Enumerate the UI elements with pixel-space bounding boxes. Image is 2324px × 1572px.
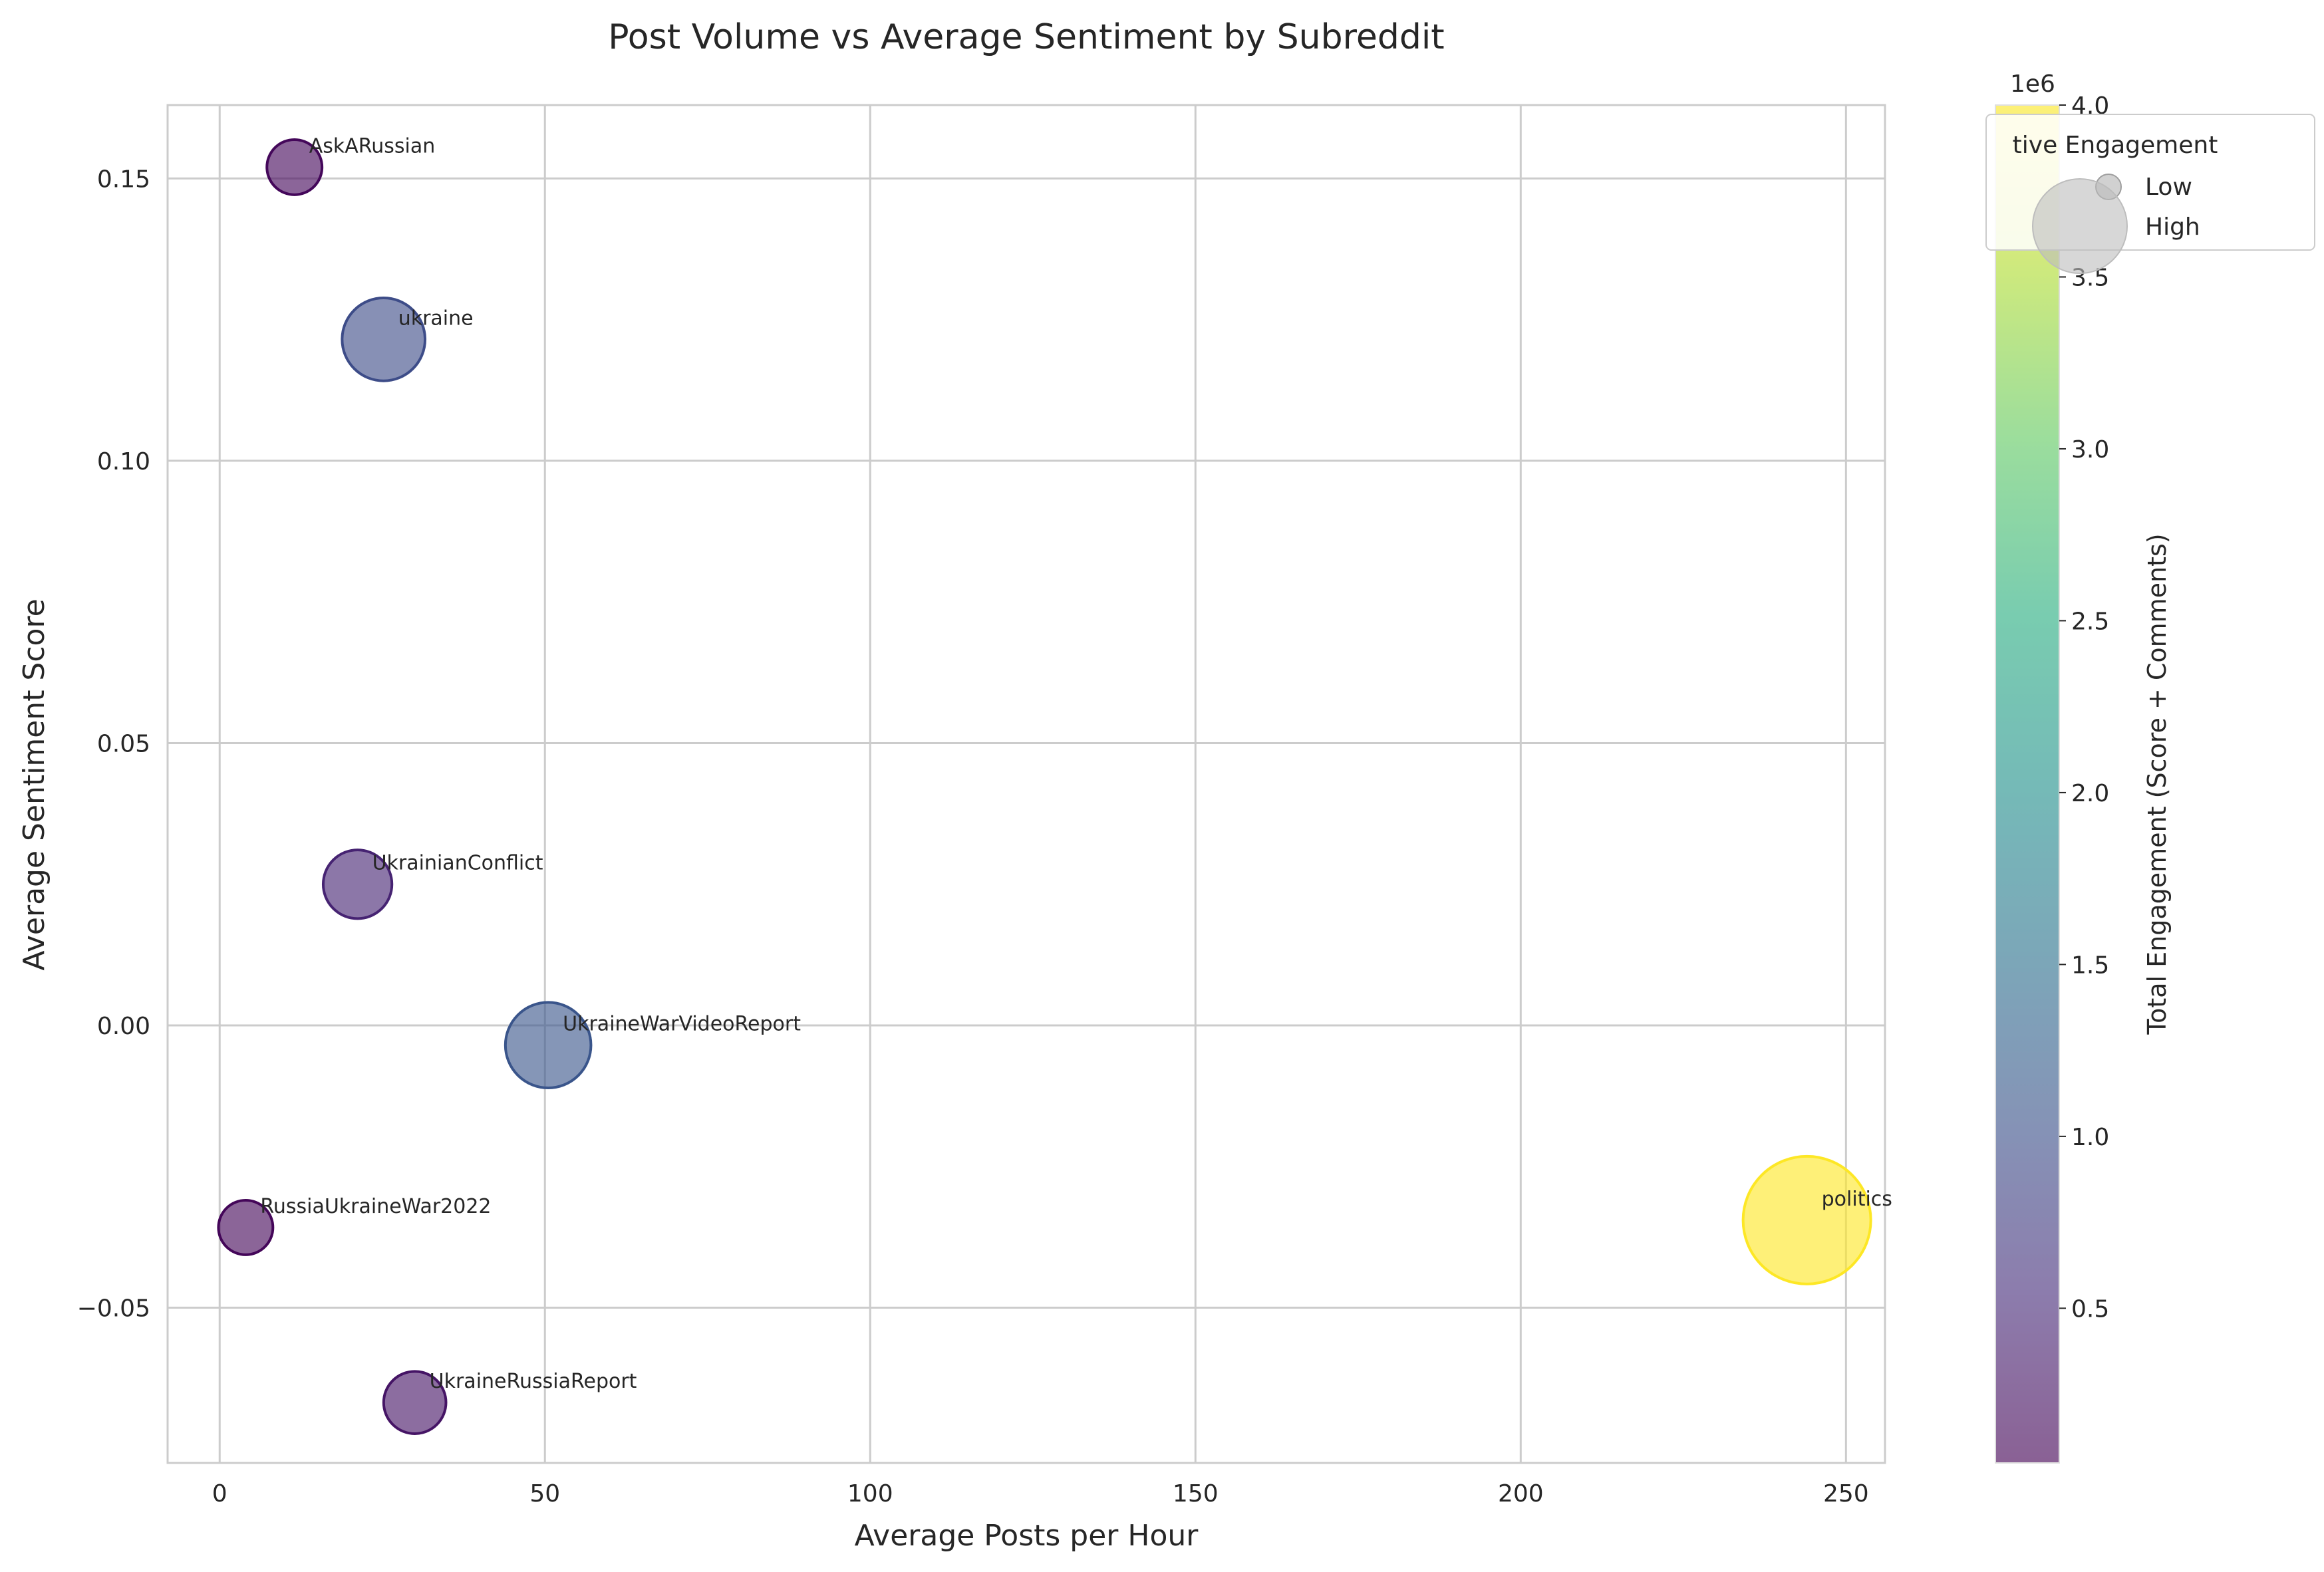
x-tick-labels: 0 50 100 150 200 250	[212, 1480, 1869, 1507]
y-tick-label: 0.10	[97, 448, 150, 475]
data-point	[265, 138, 324, 196]
x-tick-label: 200	[1498, 1480, 1544, 1507]
point-label: AskARussian	[309, 134, 436, 158]
data-point	[504, 1001, 593, 1089]
data-point	[341, 297, 427, 382]
x-axis-label: Average Posts per Hour	[855, 1519, 1199, 1553]
y-tick-labels: −0.05 0.00 0.05 0.10 0.15	[77, 166, 150, 1322]
colorbar-tick-label: 1.0	[2071, 1124, 2109, 1151]
data-point	[382, 1370, 448, 1435]
plot-frame	[166, 104, 1886, 1464]
point-label: RussiaUkraineWar2022	[260, 1195, 491, 1218]
colorbar	[1995, 104, 2060, 1464]
x-tick-label: 0	[212, 1480, 227, 1507]
x-tick-label: 150	[1173, 1480, 1219, 1507]
x-tick-label: 50	[529, 1480, 560, 1507]
point-annotations: AskARussian ukraine UkrainianConflict Ukrai…	[260, 134, 1892, 1393]
gridlines	[168, 105, 1885, 1463]
x-tick-label: 100	[847, 1480, 893, 1507]
y-tick-label: 0.05	[97, 730, 150, 757]
size-legend: tive Engagement Low High	[1985, 114, 2315, 274]
plot-area	[168, 105, 1885, 1463]
y-axis-label: Average Sentiment Score	[17, 598, 51, 970]
colorbar-tick-labels: 0.51.01.52.02.53.03.54.0	[2059, 92, 2109, 1323]
colorbar-offset-label: 1e6	[2010, 70, 2055, 98]
x-tick-label: 250	[1823, 1480, 1869, 1507]
colorbar-tick-label: 2.0	[2071, 780, 2109, 807]
legend-marker-high	[2032, 178, 2128, 274]
point-label: UkraineWarVideoReport	[563, 1013, 801, 1036]
point-label: politics	[1822, 1188, 1892, 1211]
data-points	[217, 138, 1872, 1435]
legend-label-low: Low	[2145, 174, 2192, 201]
colorbar-tick-label: 0.5	[2071, 1295, 2109, 1323]
point-label: UkrainianConflict	[372, 852, 543, 875]
data-point	[217, 1198, 275, 1256]
y-tick-label: 0.00	[97, 1013, 150, 1040]
chart-title: Post Volume vs Average Sentiment by Subr…	[608, 17, 1444, 57]
colorbar-label: Total Engagement (Score + Comments)	[2142, 533, 2172, 1035]
data-point	[321, 849, 394, 920]
point-label: ukraine	[398, 307, 474, 330]
colorbar-tick-label: 1.5	[2071, 952, 2109, 979]
y-tick-label: −0.05	[77, 1295, 150, 1323]
colorbar-tick-label: 3.0	[2071, 436, 2109, 463]
point-label: UkraineRussiaReport	[430, 1370, 637, 1393]
data-point	[1741, 1154, 1872, 1285]
colorbar-tick-label: 2.5	[2071, 608, 2109, 635]
legend-label-high: High	[2145, 213, 2200, 241]
legend-title: tive Engagement	[2013, 132, 2218, 159]
y-tick-label: 0.15	[97, 166, 150, 193]
